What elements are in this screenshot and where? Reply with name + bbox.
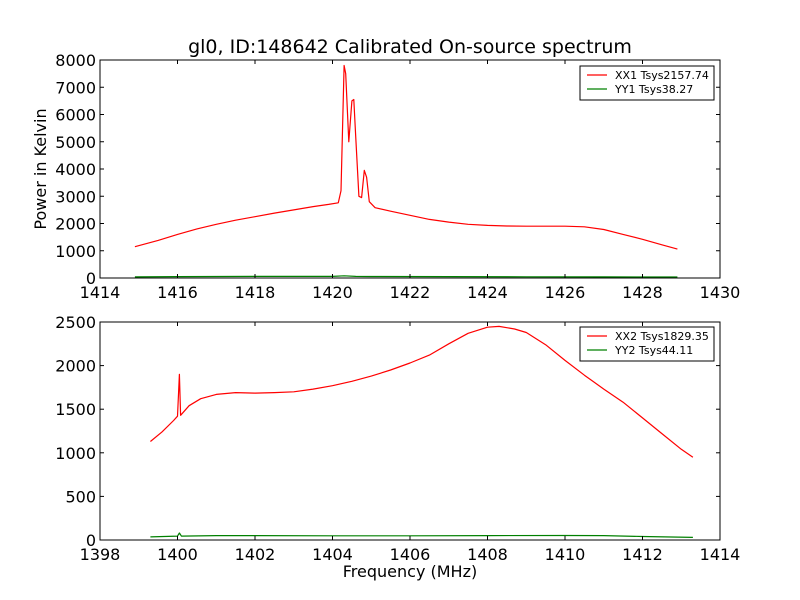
series-line-xx-plot-2 xyxy=(150,325,694,458)
legend-box-2 xyxy=(579,326,715,362)
x-tick-label: 1424 xyxy=(467,283,508,302)
series-line-yy-plot-2 xyxy=(150,532,693,538)
y-tick-label: 5000 xyxy=(55,133,96,152)
x-tick-label: 1414 xyxy=(700,545,741,564)
y-tick-label: 1000 xyxy=(55,242,96,261)
y-tick-label: 4000 xyxy=(55,160,96,179)
x-tick-label: 1418 xyxy=(235,283,276,302)
y-tick-label: 3000 xyxy=(55,187,96,206)
x-tick-label: 1402 xyxy=(235,545,276,564)
x-tick-label: 1400 xyxy=(157,545,198,564)
legend-label: YY2 Tsys44.11 xyxy=(614,344,693,357)
y-tick-label: 0 xyxy=(86,269,96,288)
x-tick-label: 1412 xyxy=(622,545,663,564)
bottom-plot: 1398 1400 1402 1404 1406 1408 1410 1412 1414 0 500… xyxy=(55,313,740,581)
series-line-yy-plot-1 xyxy=(134,275,678,278)
x-tick-label: 1428 xyxy=(622,283,663,302)
x-tick-label: 1416 xyxy=(157,283,198,302)
x-tick-label: 1406 xyxy=(390,545,431,564)
x-tick-label: 1398 xyxy=(80,545,121,564)
legend-label: XX2 Tsys1829.35 xyxy=(615,330,709,343)
y-tick-label: 2000 xyxy=(55,357,96,376)
x-tick-label: 1414 xyxy=(80,283,121,302)
x-tick-label: 1430 xyxy=(700,283,741,302)
x-tick-label: 1426 xyxy=(545,283,586,302)
legend-box-1 xyxy=(579,65,715,101)
y-tick-label: 0 xyxy=(86,531,96,550)
y-tick-label: 1500 xyxy=(55,400,96,419)
figure-title: gl0, ID:148642 Calibrated On-source spec… xyxy=(188,36,632,58)
series-line-xx-plot-1 xyxy=(134,64,678,250)
y-tick-label: 2000 xyxy=(55,215,96,234)
y-tick-label: 6000 xyxy=(55,106,96,125)
y-tick-label: 7000 xyxy=(55,78,96,97)
y-tick-label: 500 xyxy=(65,487,96,506)
legend-label: YY1 Tsys38.27 xyxy=(614,83,693,96)
x-axis-title: Frequency (MHz) xyxy=(343,562,477,581)
x-tick-label: 1408 xyxy=(467,545,508,564)
y-tick-label: 8000 xyxy=(55,51,96,70)
legend-label: XX1 Tsys2157.74 xyxy=(615,69,709,82)
y-tick-label: 2500 xyxy=(55,313,96,332)
x-tick-label: 1422 xyxy=(390,283,431,302)
top-plot: 1414 1416 1418 1420 1422 1424 1426 1428 1430 0 100… xyxy=(31,51,740,302)
x-tick-label: 1410 xyxy=(545,545,586,564)
y-axis-title: Power in Kelvin xyxy=(31,108,50,229)
x-tick-label: 1420 xyxy=(312,283,353,302)
x-tick-label: 1404 xyxy=(312,545,353,564)
y-tick-label: 1000 xyxy=(55,444,96,463)
